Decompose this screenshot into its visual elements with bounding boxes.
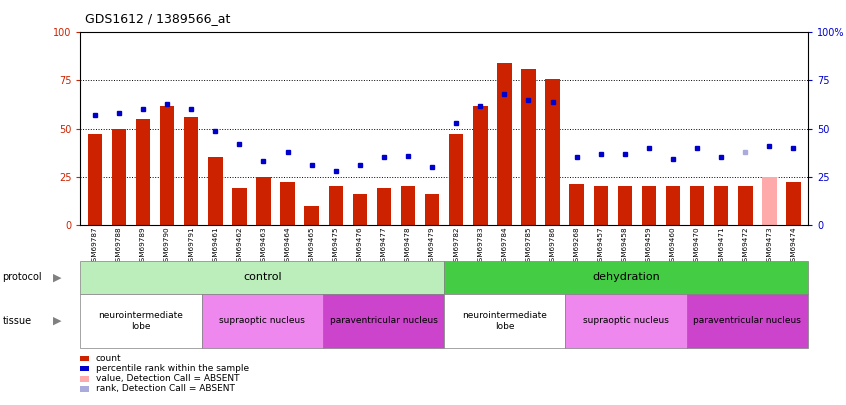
Bar [594, 186, 608, 225]
Bar [256, 177, 271, 225]
Text: count: count [96, 354, 121, 363]
Bar [425, 194, 439, 225]
Text: neurointermediate
lobe: neurointermediate lobe [463, 311, 547, 330]
Bar [376, 188, 391, 225]
Text: tissue: tissue [3, 316, 31, 326]
Bar [497, 63, 512, 225]
Text: dehydration: dehydration [592, 273, 660, 282]
Bar [401, 186, 415, 225]
Bar [328, 186, 343, 225]
Text: paraventricular nucleus: paraventricular nucleus [694, 316, 801, 326]
Bar [280, 182, 294, 225]
Text: rank, Detection Call = ABSENT: rank, Detection Call = ABSENT [96, 384, 234, 393]
Bar [232, 188, 246, 225]
Text: control: control [243, 273, 282, 282]
Text: supraoptic nucleus: supraoptic nucleus [583, 316, 669, 326]
Bar [569, 184, 584, 225]
Bar [112, 129, 126, 225]
Bar [642, 186, 656, 225]
Bar [521, 69, 536, 225]
Bar [305, 206, 319, 225]
Text: GDS1612 / 1389566_at: GDS1612 / 1389566_at [85, 12, 230, 25]
Bar [160, 106, 174, 225]
Text: paraventricular nucleus: paraventricular nucleus [330, 316, 437, 326]
Text: value, Detection Call = ABSENT: value, Detection Call = ABSENT [96, 374, 239, 383]
Bar [473, 106, 487, 225]
Bar [689, 186, 705, 225]
Bar [786, 182, 800, 225]
Text: ▶: ▶ [53, 273, 62, 282]
Bar [449, 134, 464, 225]
Bar [714, 186, 728, 225]
Bar [618, 186, 632, 225]
Bar [135, 119, 151, 225]
Text: supraoptic nucleus: supraoptic nucleus [219, 316, 305, 326]
Text: ▶: ▶ [53, 316, 62, 326]
Text: percentile rank within the sample: percentile rank within the sample [96, 364, 249, 373]
Bar [762, 177, 777, 225]
Bar [184, 117, 199, 225]
Text: neurointermediate
lobe: neurointermediate lobe [99, 311, 184, 330]
Bar [208, 158, 222, 225]
Bar [666, 186, 680, 225]
Bar [546, 79, 560, 225]
Bar [353, 194, 367, 225]
Bar [738, 186, 753, 225]
Bar [88, 134, 102, 225]
Text: protocol: protocol [3, 273, 42, 282]
